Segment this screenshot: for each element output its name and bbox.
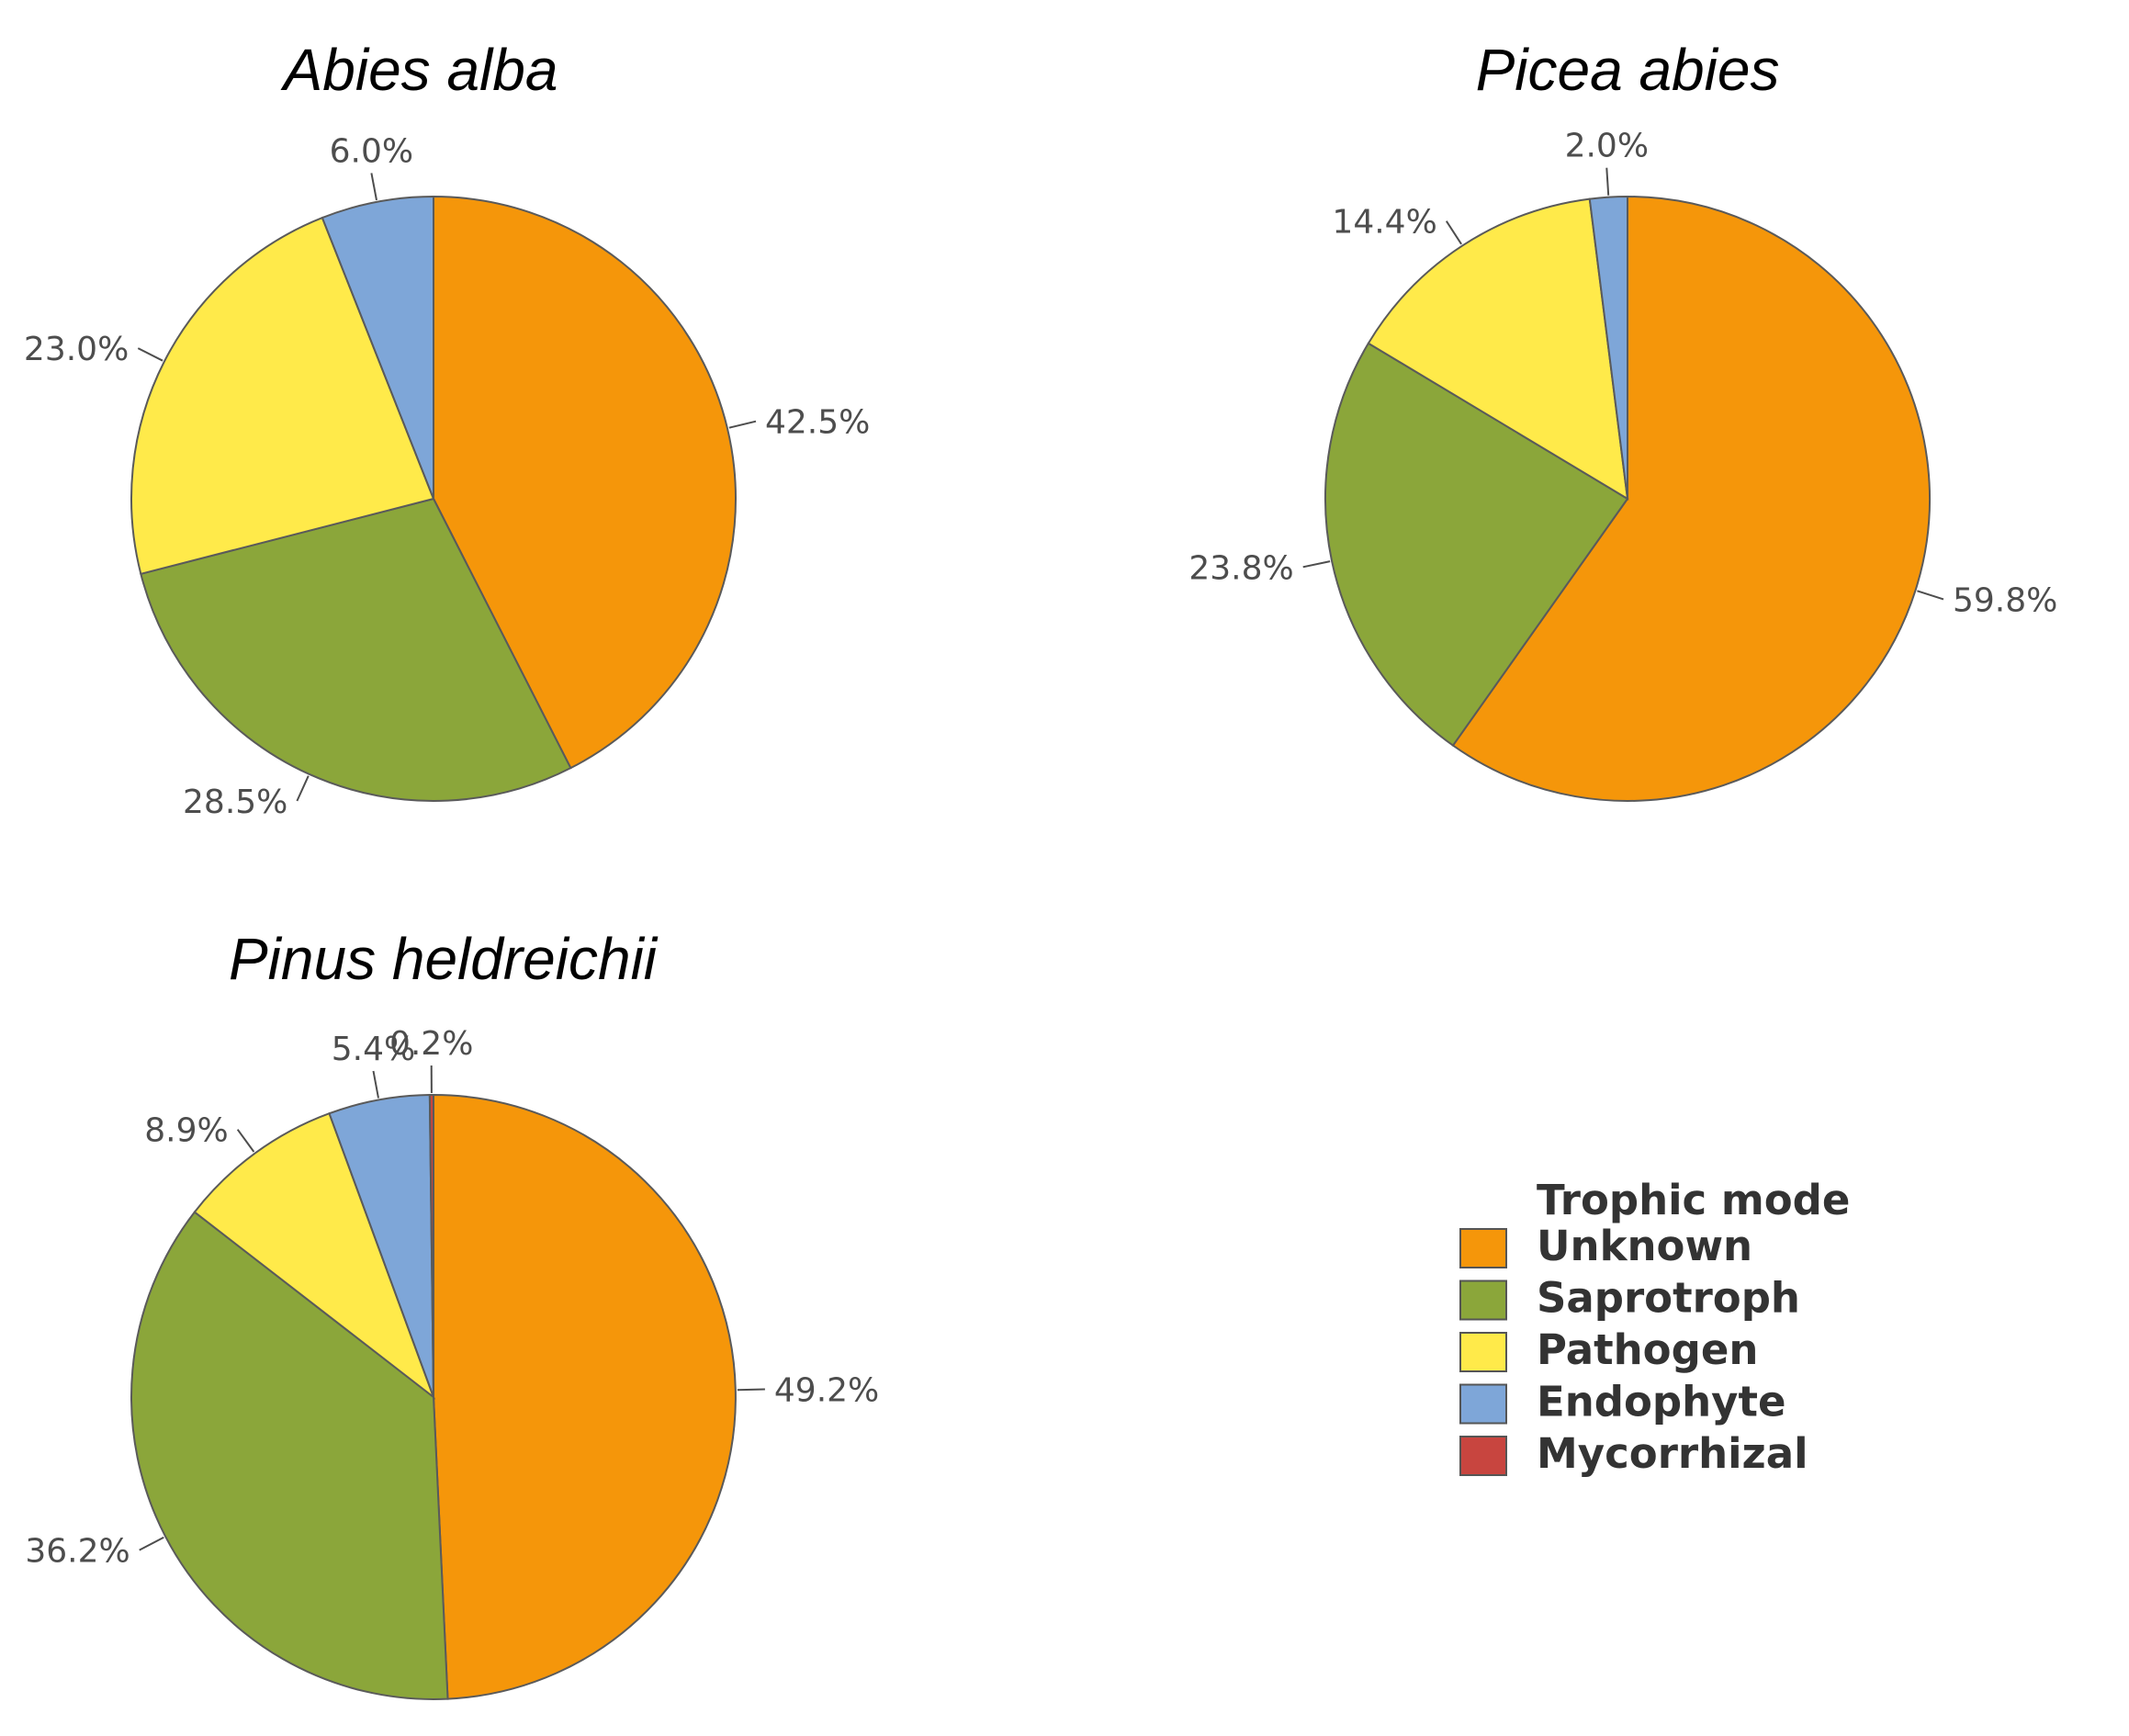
slice-label-saprotroph: 23.8% — [1188, 549, 1293, 587]
slice-label-pathogen: 8.9% — [144, 1112, 228, 1150]
leader-line — [728, 420, 757, 429]
slice-label-unknown: 59.8% — [1953, 581, 2057, 619]
legend-label-saprotroph: Saprotroph — [1537, 1274, 1800, 1323]
slice-label-pathogen: 14.4% — [1332, 204, 1436, 242]
legend-key-unknown — [1459, 1228, 1507, 1268]
slice-label-endophyte: 6.0% — [330, 132, 413, 170]
slice-saprotroph — [140, 497, 572, 802]
leader-line — [370, 173, 377, 201]
slice-mycorrhizal — [428, 1093, 434, 1398]
slice-label-saprotroph: 36.2% — [25, 1533, 130, 1571]
legend-label-mycorrhizal: Mycorrhizal — [1537, 1429, 1808, 1478]
slice-saprotroph — [1324, 342, 1629, 747]
pie-title: Abies alba — [280, 37, 558, 103]
slice-unknown — [433, 195, 737, 770]
slice-label-unknown: 49.2% — [774, 1372, 879, 1410]
legend-key-pathogen — [1459, 1332, 1507, 1372]
leader-line — [137, 347, 163, 362]
leader-line — [1605, 167, 1610, 196]
pie-pinus-heldreichii: Pinus heldreichii 49.2% 36.2% 8.9% 5.4%0.2% — [25, 926, 879, 1700]
leader-line — [1917, 590, 1944, 601]
leader-line — [372, 1070, 379, 1099]
slice-endophyte — [1588, 195, 1628, 500]
slice-endophyte — [321, 195, 434, 500]
legend-key-mycorrhizal — [1459, 1436, 1507, 1476]
slice-label-mycorrhizal: 0.2% — [389, 1025, 473, 1063]
pie-title: Pinus heldreichii — [229, 926, 659, 992]
leader-line — [1302, 560, 1331, 569]
slice-unknown — [1451, 195, 1931, 802]
pie-title: Picea abies — [1476, 37, 1780, 103]
slice-unknown — [433, 1093, 737, 1700]
leader-line — [296, 775, 310, 802]
legend-label-unknown: Unknown — [1537, 1222, 1752, 1270]
legend: Trophic mode UnknownSaprotrophPathogenEn… — [1459, 1176, 1850, 1478]
slice-label-unknown: 42.5% — [765, 404, 870, 442]
slice-label-pathogen: 23.0% — [24, 331, 129, 368]
legend-label-endophyte: Endophyte — [1537, 1378, 1786, 1426]
slice-pathogen — [193, 1111, 436, 1400]
leader-line — [139, 1536, 164, 1551]
legend-key-saprotroph — [1459, 1279, 1507, 1321]
slice-label-saprotroph: 28.5% — [183, 783, 287, 821]
slice-pathogen — [130, 216, 435, 576]
leader-line — [236, 1129, 255, 1153]
legend-title: Trophic mode — [1537, 1176, 1850, 1224]
leader-line — [737, 1388, 765, 1392]
slice-label-endophyte: 5.4% — [332, 1031, 415, 1068]
legend-label-pathogen: Pathogen — [1537, 1325, 1758, 1374]
pie-charts: Abies alba 42.5% 28.5% 23.0% 6.0% Picea abies… — [24, 37, 2057, 1700]
legend-key-endophyte — [1459, 1383, 1507, 1425]
slice-saprotroph — [130, 1211, 449, 1700]
slice-pathogen — [1367, 197, 1629, 501]
leader-line — [1445, 220, 1462, 245]
pie-abies-alba: Abies alba 42.5% 28.5% 23.0% 6.0% — [24, 37, 870, 821]
pie-picea-abies: Picea abies 59.8% 23.8% 14.4% 2.0% — [1188, 37, 2057, 802]
slice-label-endophyte: 2.0% — [1565, 128, 1649, 165]
